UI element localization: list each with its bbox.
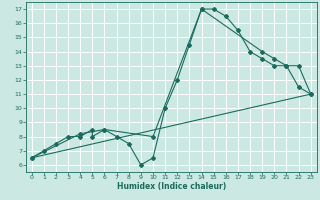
X-axis label: Humidex (Indice chaleur): Humidex (Indice chaleur) — [116, 182, 226, 191]
